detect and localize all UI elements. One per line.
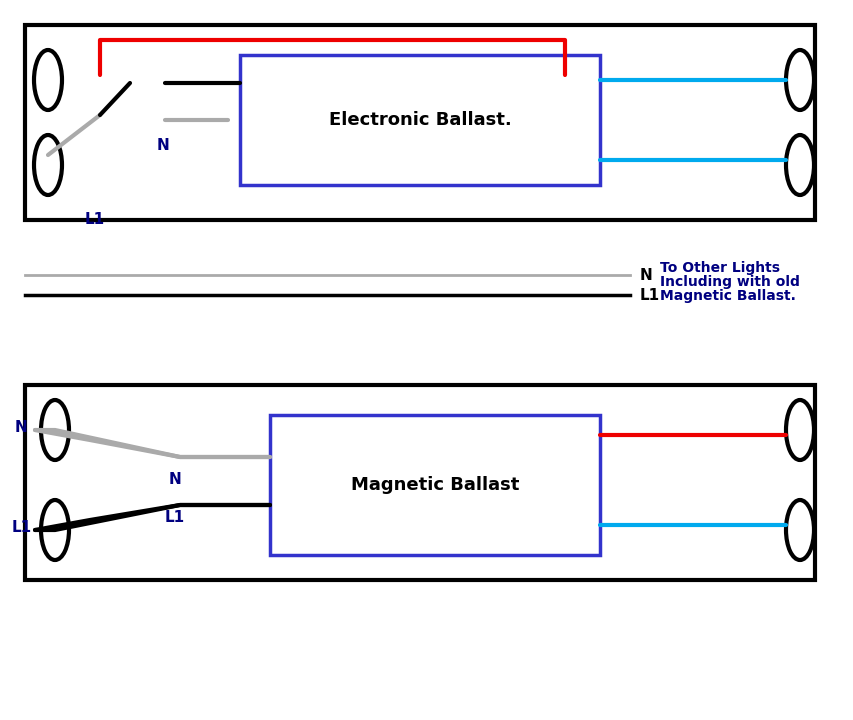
Text: Magnetic Ballast: Magnetic Ballast [351, 476, 519, 494]
Text: Including with old: Including with old [659, 275, 799, 289]
Text: Electronic Ballast.: Electronic Ballast. [328, 111, 511, 129]
Text: L1: L1 [165, 510, 185, 526]
Text: To Other Lights: To Other Lights [659, 261, 779, 275]
Bar [240, 55, 600, 185]
Text: L1: L1 [12, 521, 32, 536]
Bar [25, 385, 814, 580]
Text: N: N [639, 268, 652, 282]
Text: Magnetic Ballast.: Magnetic Ballast. [659, 289, 795, 303]
Bar [270, 415, 600, 555]
Bar [25, 25, 814, 220]
Text: N: N [168, 472, 181, 487]
Text: N: N [15, 420, 27, 436]
Text: L1: L1 [639, 287, 659, 302]
Text: L1: L1 [84, 212, 105, 228]
Text: N: N [156, 138, 169, 153]
